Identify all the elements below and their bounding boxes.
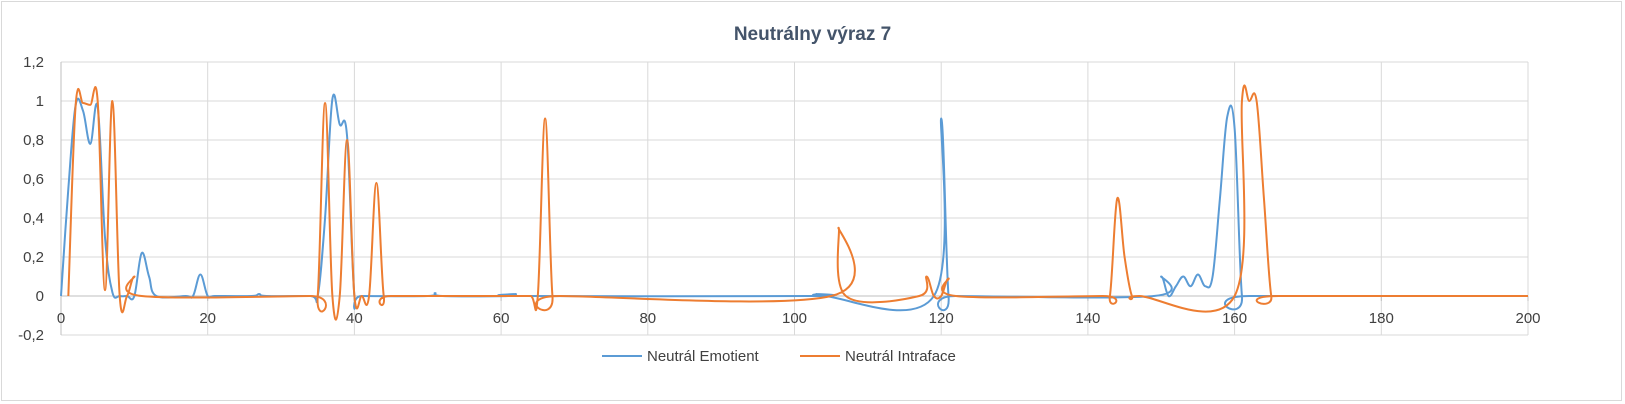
series-line-emotient	[60, 93, 1528, 312]
y-tick-label: 0,8	[23, 132, 44, 149]
x-tick-labels: 0 20 40 60 80 100 120 140 160 180 200	[57, 310, 1541, 327]
x-tick-label: 80	[639, 310, 656, 327]
x-tick-label: 140	[1075, 310, 1100, 327]
x-tick-label: 200	[1515, 310, 1540, 327]
x-tick-label: 20	[199, 310, 216, 327]
x-tick-label: 60	[493, 310, 510, 327]
y-tick-label: 1,2	[23, 54, 44, 71]
x-tick-label: 160	[1222, 310, 1247, 327]
gridlines	[61, 61, 1529, 336]
y-tick-labels: -0,2 0 0,2 0,4 0,6 0,8 1 1,2	[18, 54, 44, 344]
y-tick-label: -0,2	[18, 327, 44, 344]
y-tick-label: 0,2	[23, 249, 44, 266]
x-tick-label: 180	[1369, 310, 1394, 327]
series-lines	[60, 84, 1528, 321]
y-tick-label: 0,6	[23, 171, 44, 188]
x-tick-label: 0	[57, 310, 65, 327]
legend-label: Neutrál Emotient	[647, 348, 760, 365]
x-tick-label: 100	[782, 310, 807, 327]
y-tick-label: 0	[36, 288, 44, 305]
y-tick-label: 0,4	[23, 210, 44, 227]
x-tick-label: 120	[929, 310, 954, 327]
chart-title: Neutrálny výraz 7	[733, 24, 892, 45]
y-tick-label: 1	[36, 93, 44, 110]
x-tick-label: 40	[346, 310, 363, 327]
legend-label: Neutrál Intraface	[845, 348, 956, 365]
series-line-intraface	[67, 84, 1528, 321]
legend: Neutrál Emotient Neutrál Intraface	[602, 348, 956, 365]
